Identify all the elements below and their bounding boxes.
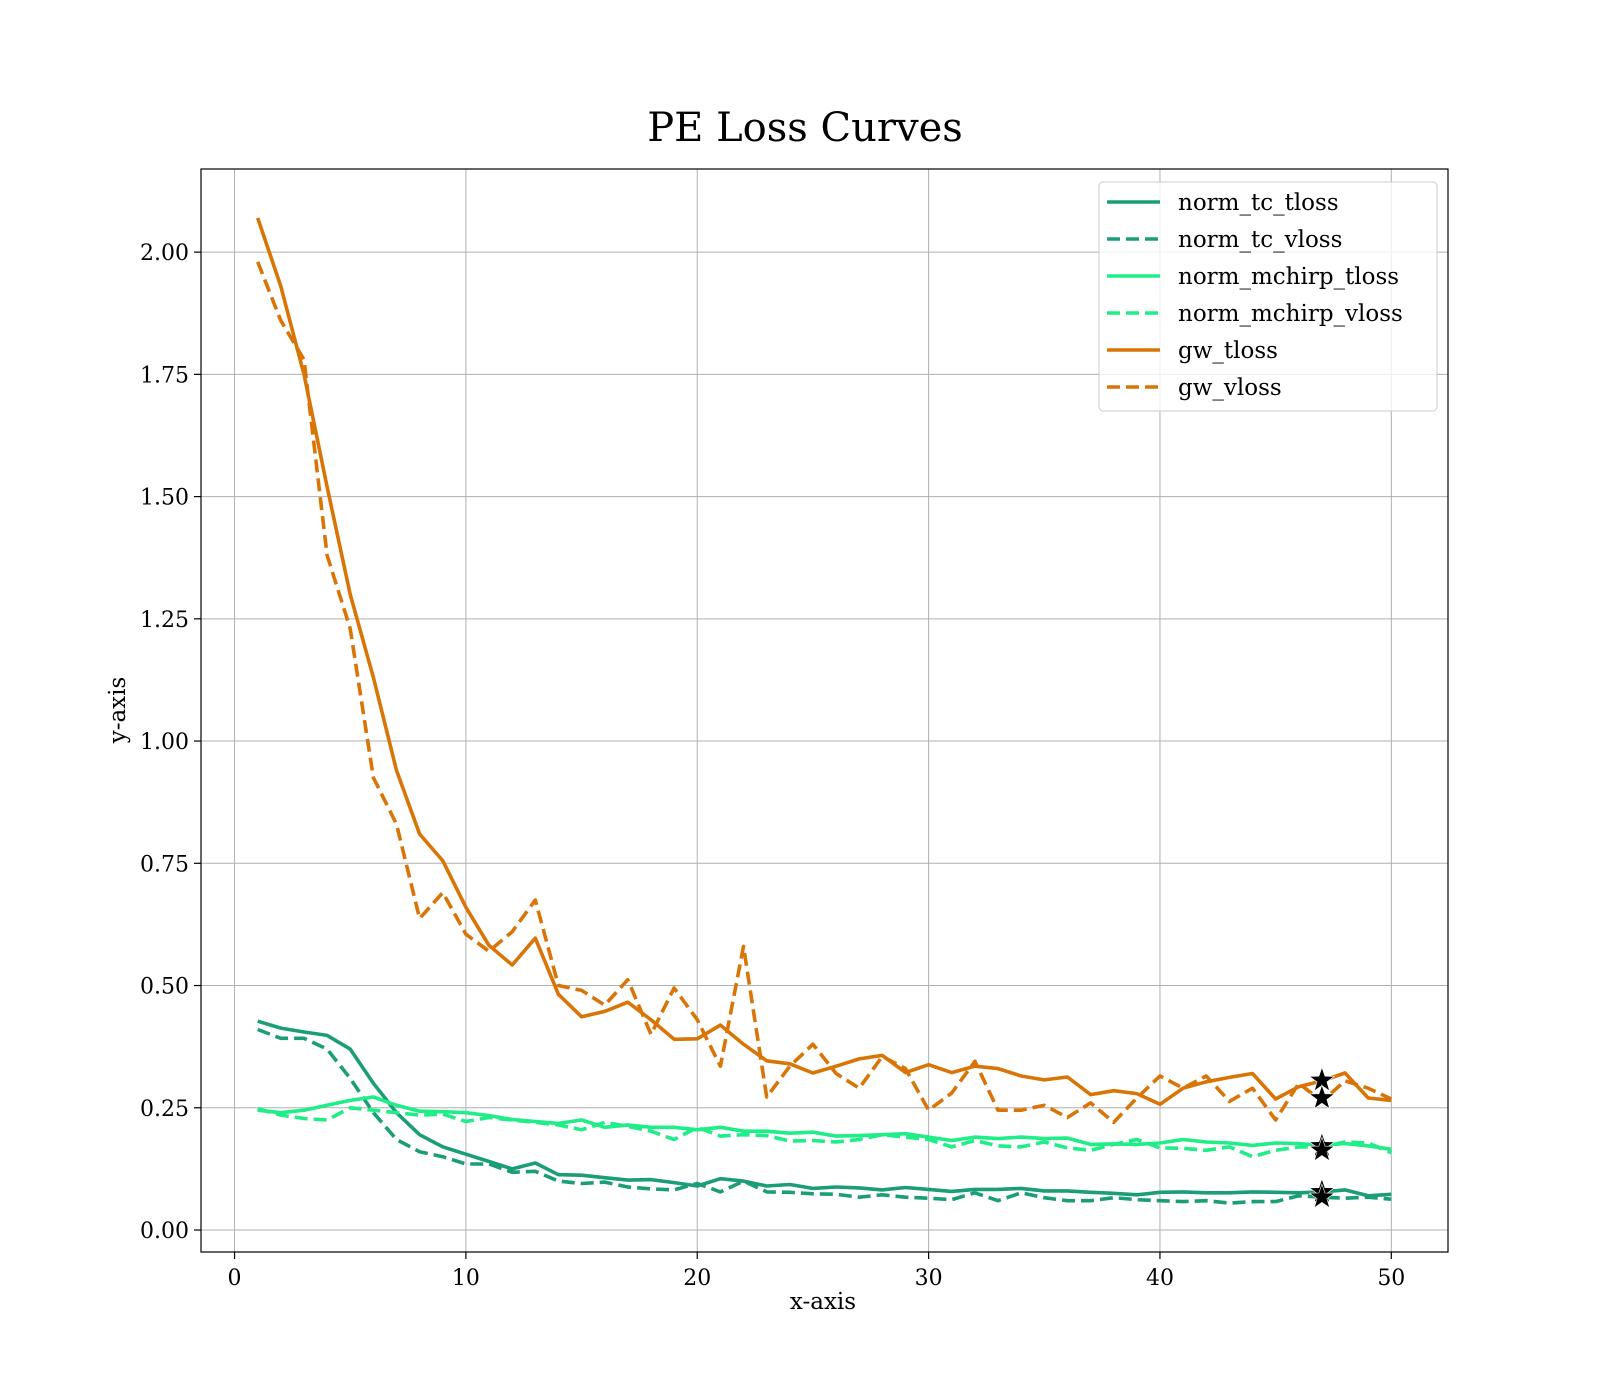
legend-label: norm_mchirp_tloss xyxy=(1178,264,1399,290)
series-line-norm-mchirp-tloss xyxy=(257,1095,1392,1152)
y-tick-label: 1.50 xyxy=(140,486,189,511)
star-marker xyxy=(1308,1136,1336,1162)
y-tick-label: 0.00 xyxy=(140,1219,189,1244)
series-line-gw-tloss xyxy=(255,217,1392,1107)
y-axis-label: y-axis xyxy=(105,677,131,745)
tick-group: 0 10 20 30 40 50 0.00 0.25 0.50 0.75 1.00 1.25 1.50 1… xyxy=(140,241,1405,1291)
series-line-norm-tc-vloss xyxy=(257,1027,1392,1205)
marker-group xyxy=(1308,1066,1336,1209)
y-tick-label: 0.75 xyxy=(140,852,189,877)
x-tick-label: 30 xyxy=(915,1266,943,1291)
y-tick-label: 1.00 xyxy=(140,730,189,755)
y-tick-label: 0.50 xyxy=(140,975,189,1000)
chart-title: PE Loss Curves xyxy=(647,105,963,151)
legend-label: norm_mchirp_vloss xyxy=(1178,301,1403,327)
y-tick-label: 1.25 xyxy=(140,608,189,633)
y-tick-label: 2.00 xyxy=(140,241,189,266)
legend-label: norm_tc_tloss xyxy=(1178,190,1339,216)
x-tick-label: 10 xyxy=(452,1266,480,1291)
legend-label: gw_vloss xyxy=(1178,375,1282,401)
y-tick-label: 0.25 xyxy=(140,1097,189,1122)
legend-box xyxy=(1098,181,1438,412)
legend-label: gw_tloss xyxy=(1178,338,1278,364)
legend-label: norm_tc_vloss xyxy=(1178,227,1342,253)
x-tick-label: 20 xyxy=(683,1266,711,1291)
series-line-gw-vloss xyxy=(256,261,1393,1125)
x-axis-label: x-axis xyxy=(790,1289,856,1315)
plot-frame xyxy=(200,168,1449,1253)
x-tick-label: 0 xyxy=(228,1266,242,1291)
legend: norm_tc_tloss norm_tc_vloss norm_mchirp_tl… xyxy=(1098,181,1438,412)
series-line-norm-tc-tloss xyxy=(257,1019,1392,1198)
series-group xyxy=(255,217,1393,1205)
y-tick-label: 1.75 xyxy=(140,363,189,388)
series-line-norm-mchirp-vloss xyxy=(257,1106,1392,1159)
x-tick-label: 40 xyxy=(1146,1266,1174,1291)
star-marker xyxy=(1308,1183,1336,1209)
x-tick-label: 50 xyxy=(1377,1266,1405,1291)
star-marker xyxy=(1308,1084,1336,1110)
